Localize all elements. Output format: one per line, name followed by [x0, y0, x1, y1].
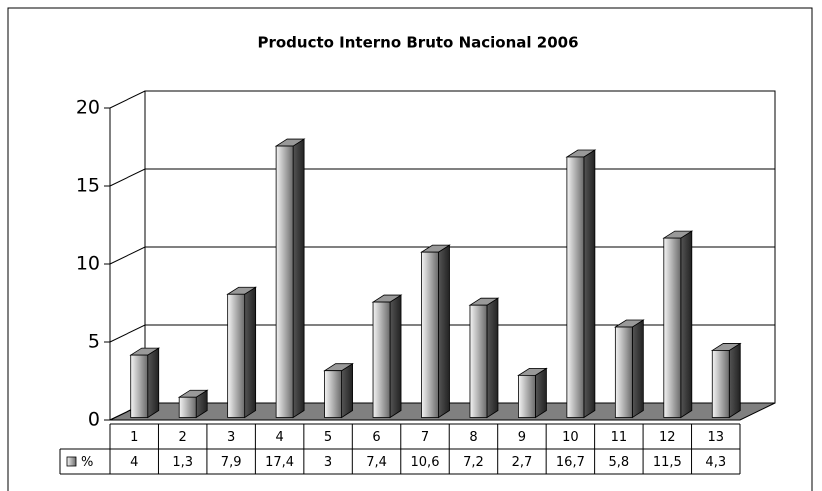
grid-line: [109, 246, 775, 265]
bar-side: [486, 297, 499, 419]
bar: [226, 286, 258, 419]
table-value: 7,2: [463, 455, 484, 470]
bar-side: [389, 294, 402, 419]
x-tick-label: 12: [659, 430, 676, 445]
bar-side: [341, 362, 353, 419]
bar: [323, 362, 354, 419]
table-value: 11,5: [653, 455, 682, 470]
bar-side: [728, 342, 741, 419]
x-tick-label: 8: [469, 430, 477, 445]
y-tick-label: 10: [76, 253, 100, 275]
grid-line: [109, 168, 775, 187]
bar-side: [244, 286, 257, 419]
table-value: 7,9: [221, 455, 242, 470]
grid-line: [109, 324, 775, 343]
x-tick-label: 2: [179, 430, 187, 445]
y-tick-label: 0: [88, 409, 100, 431]
table-value: 3: [324, 455, 332, 470]
table-value: 2,7: [512, 455, 533, 470]
bar: [710, 342, 742, 419]
bar-side: [147, 347, 160, 419]
bar-front: [324, 370, 342, 418]
x-tick-label: 4: [275, 430, 283, 445]
bar-front: [614, 326, 633, 418]
bar: [274, 138, 306, 419]
y-tick-label: 20: [76, 97, 100, 119]
x-tick-label: 6: [372, 430, 380, 445]
chart-border: [7, 7, 813, 491]
grid-line: [109, 90, 775, 109]
bar-front: [421, 251, 439, 418]
x-tick-label: 13: [707, 430, 724, 445]
table-value: 16,7: [556, 455, 585, 470]
table-value: 4: [130, 455, 138, 470]
x-tick-label: 1: [130, 430, 138, 445]
bar: [177, 389, 209, 419]
x-tick-label: 9: [518, 430, 526, 445]
bar-front: [663, 237, 682, 418]
bar-front: [518, 374, 536, 418]
x-tick-label: 11: [611, 430, 628, 445]
table-value: 10,6: [411, 455, 440, 470]
x-tick-label: 3: [227, 430, 235, 445]
bar-side: [680, 230, 693, 419]
table-value: 5,8: [609, 455, 630, 470]
bar-side: [583, 149, 596, 419]
bar-side: [438, 244, 450, 419]
bar-front: [130, 354, 149, 418]
x-tick-label: 10: [562, 430, 579, 445]
bar-side: [535, 367, 547, 419]
bar-front: [275, 145, 294, 418]
x-tick-label: 5: [324, 430, 332, 445]
bar-front: [566, 156, 585, 418]
table-value: 1,3: [172, 455, 193, 470]
table-value: 17,4: [265, 455, 294, 470]
bar-front: [178, 396, 197, 418]
bar: [371, 294, 403, 419]
bar-side: [631, 319, 644, 419]
bar: [517, 367, 548, 419]
bar: [662, 230, 694, 419]
bar-front: [372, 301, 391, 418]
bar: [565, 149, 597, 419]
y-tick-label: 15: [76, 175, 100, 197]
table-value: 7,4: [366, 455, 387, 470]
bar-front: [711, 350, 730, 418]
x-tick-label: 7: [421, 430, 429, 445]
chart-title: Producto Interno Bruto Nacional 2006: [257, 34, 578, 52]
bar: [613, 319, 645, 419]
bar: [468, 297, 500, 419]
bar: [420, 244, 451, 419]
legend-key: [66, 456, 77, 467]
bar-front: [469, 304, 488, 418]
y-tick-label: 5: [88, 331, 100, 353]
table-value: 4,3: [705, 455, 726, 470]
bar: [129, 347, 161, 419]
bar-front: [227, 293, 246, 418]
legend-label: %: [81, 455, 93, 470]
bar-side: [292, 138, 305, 419]
